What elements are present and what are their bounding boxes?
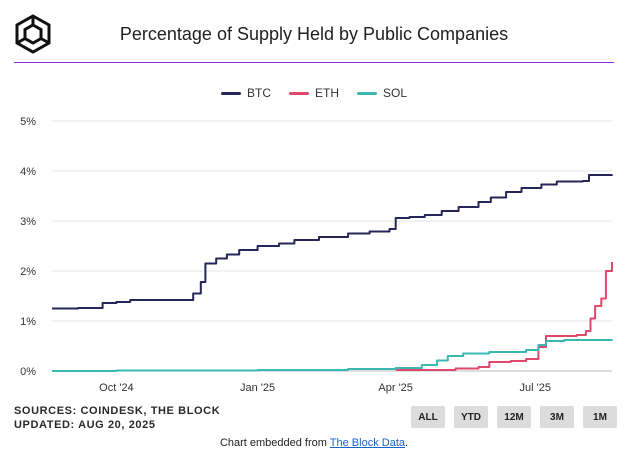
legend-item-btc[interactable]: BTC [220, 86, 271, 100]
series-line-eth [395, 262, 613, 371]
line-chart: 0% 1% 2% 3% 4% 5% Oct '24 Jan '25 Apr '25 Jul '25 [20, 116, 613, 394]
legend-swatch-btc [220, 91, 241, 95]
y-tick-label: 3% [20, 216, 36, 228]
chart-title: Percentage of Supply Held by Public Comp… [119, 24, 509, 44]
legend-item-sol[interactable]: SOL [356, 86, 407, 100]
embed-link[interactable]: The Block Data [329, 437, 405, 449]
range-button-ytd[interactable]: YTD [454, 406, 488, 428]
title-divider [14, 62, 614, 63]
y-tick-label: 0% [20, 366, 36, 378]
x-tick-label: Jul '25 [520, 382, 551, 394]
y-tick-label: 4% [20, 166, 36, 178]
x-tick-label: Jan '25 [240, 382, 275, 394]
range-button-12m[interactable]: 12M [497, 406, 531, 428]
x-tick-label: Apr '25 [378, 382, 413, 394]
legend-item-eth[interactable]: ETH [288, 86, 339, 100]
range-button-1m[interactable]: 1M [583, 406, 617, 428]
the-block-logo-icon [15, 14, 51, 54]
legend-label-eth: ETH [314, 86, 339, 100]
footer-sources: SOURCES: COINDESK, THE BLOCK UPDATED: AU… [14, 404, 220, 432]
embed-suffix: . [405, 437, 409, 449]
series-line-btc [52, 174, 613, 310]
embed-text: Chart embedded from [219, 437, 330, 449]
y-tick-label: 2% [20, 266, 36, 278]
y-tick-label: 5% [20, 116, 36, 128]
legend-swatch-sol [356, 91, 377, 95]
x-tick-label: Oct '24 [99, 382, 134, 394]
embed-note: Chart embedded from The Block Data. [0, 437, 628, 449]
legend-label-btc: BTC [246, 86, 271, 100]
updated-text: UPDATED: AUG 20, 2025 [14, 419, 156, 431]
legend: BTC ETH SOL [0, 86, 628, 100]
legend-swatch-eth [288, 91, 309, 95]
legend-label-sol: SOL [382, 86, 407, 100]
y-tick-label: 1% [20, 316, 36, 328]
range-button-all[interactable]: ALL [411, 406, 445, 428]
range-button-3m[interactable]: 3M [540, 406, 574, 428]
sources-text: SOURCES: COINDESK, THE BLOCK [14, 405, 221, 417]
range-buttons: ALL YTD 12M 3M 1M [411, 406, 617, 428]
series-line-sol [52, 339, 613, 372]
